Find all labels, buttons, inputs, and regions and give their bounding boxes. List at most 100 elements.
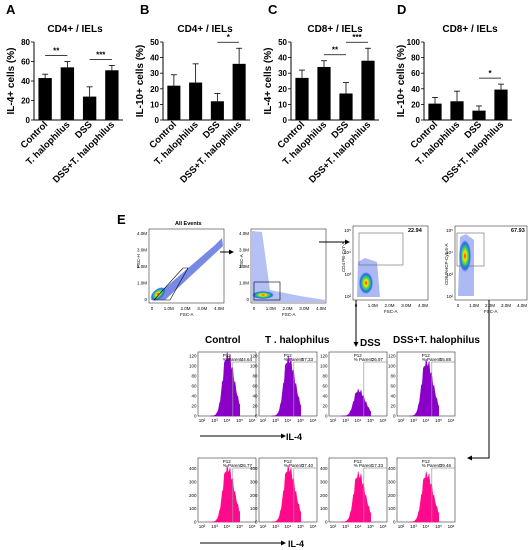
y-tick-label: 300 — [189, 480, 197, 485]
y-tick-label: 40 — [278, 54, 287, 63]
parent-percent: 39.46 — [440, 463, 452, 468]
y-axis-label: IL-4+ cells (%) — [6, 48, 17, 115]
x-tick-label: 10² — [199, 524, 206, 529]
arrow-head — [467, 455, 472, 461]
y-tick-label: 4.0M — [239, 231, 249, 236]
histogram: P12% Parent:37.40 0 100 200 300 400 10² 10³ 10⁴ 1… — [250, 457, 318, 529]
y-tick-label: 0 — [393, 520, 396, 525]
parent-label: % Parent: — [354, 463, 374, 468]
y-tick-label: 100 — [407, 38, 421, 47]
arrow-head — [281, 433, 286, 439]
x-tick-label: 10⁶ — [249, 418, 256, 423]
density-core — [150, 287, 166, 301]
y-tick-label: 60 — [21, 58, 30, 67]
y-tick-label: 0 — [325, 520, 328, 525]
y-tick-label: 80 — [21, 38, 30, 47]
gate-name: P12 — [354, 459, 363, 464]
y-tick-label: 0 — [283, 116, 288, 125]
y-tick-label: 20 — [390, 404, 396, 409]
x-tick-label: 10³ — [272, 524, 279, 529]
y-tick-label: 20 — [252, 404, 258, 409]
y-tick-label: 40 — [21, 77, 30, 86]
y-tick-label: 4.0M — [137, 231, 147, 236]
y-tick-label: 300 — [388, 480, 396, 485]
y-tick-label: 80 — [411, 54, 420, 63]
histogram: P12% Parent:26.97 0 20 40 60 80 100 120 10² 10³ 10… — [320, 351, 388, 423]
gate-box — [456, 232, 485, 267]
significance-label: *** — [352, 33, 362, 42]
y-tick-label: 0 — [194, 520, 197, 525]
significance-label: * — [227, 33, 231, 42]
axis-label: IL-4 — [286, 432, 302, 442]
significance-label: ** — [332, 46, 339, 55]
x-tick-label: 10³ — [272, 418, 279, 423]
x-axis-label: FSC-A — [384, 309, 398, 314]
y-axis-label: CD8 PerCP-Cy5-5-A — [444, 243, 449, 285]
histogram: P12% Parent:39.46 0 100 200 300 400 10² 10³ 10⁴ 1… — [388, 457, 456, 529]
group-label: DSS+T. halophilus — [393, 335, 480, 346]
y-tick-label: 20 — [411, 100, 420, 109]
bar — [38, 78, 52, 120]
parent-percent: 17.33 — [372, 463, 384, 468]
y-tick-label: 1.0M — [239, 281, 249, 286]
bar — [295, 77, 309, 120]
chart-title: CD8+ / IELs — [307, 24, 363, 35]
y-tick-label: 40 — [411, 85, 420, 94]
x-tick-label: 10⁵ — [297, 524, 304, 529]
parent-percent: 37.40 — [302, 463, 314, 468]
panel-label: D — [397, 2, 406, 17]
x-tick-label: 1.0M — [266, 306, 276, 311]
x-tick-label: 10³ — [410, 418, 417, 423]
y-axis-label: SSC-A — [239, 254, 244, 268]
y-tick-label: 0 — [255, 520, 258, 525]
parent-percent: 26.77 — [241, 463, 253, 468]
y-axis-label: IL-10+ cells (%) — [396, 45, 407, 118]
x-tick-label: 10³ — [342, 418, 349, 423]
x-tick-label: 3.0M — [197, 306, 207, 311]
y-tick-label: 3.0M — [239, 248, 249, 253]
bar — [472, 110, 486, 120]
x-tick-label: 10⁶ — [310, 524, 317, 529]
x-tick-label: 4.0M — [316, 306, 326, 311]
x-tick-label: 0 — [457, 303, 460, 308]
panel-B: B CD4+ / IELs IL-10+ cells (%) 0 10 20 30 40 50… — [135, 2, 250, 186]
x-tick-label: 10⁴ — [355, 524, 362, 529]
parent-label: % Parent: — [223, 357, 243, 362]
bar — [428, 103, 442, 120]
gate-name: P12 — [354, 353, 363, 358]
y-tick-label: 400 — [388, 466, 396, 471]
y-tick-label: 100 — [189, 506, 197, 511]
x-tick-label: 10⁶ — [448, 418, 455, 423]
gate-name: P12 — [422, 353, 431, 358]
parent-percent: 26.97 — [372, 357, 384, 362]
y-tick-label: 10² — [344, 294, 351, 299]
x-tick-label: 10⁶ — [249, 524, 256, 529]
bar — [317, 66, 331, 120]
y-tick-label: 60 — [411, 69, 420, 78]
y-tick-label: 100 — [320, 506, 328, 511]
density-core — [252, 291, 274, 299]
x-tick-label: 10⁵ — [435, 418, 442, 423]
dot-plot-cd4: 22.94 CD4 PE-Cy7-A FSC-A 01.0M2.0M3.0M4.… — [341, 225, 429, 314]
gate-polygon — [153, 267, 189, 301]
y-tick-label: 50 — [150, 38, 159, 47]
arrow-head — [345, 239, 350, 245]
y-tick-label: 10⁴ — [344, 250, 351, 255]
parent-label: % Parent: — [223, 463, 243, 468]
chart-title: CD4+ / IELs — [47, 24, 103, 35]
gate-name: P12 — [223, 353, 232, 358]
x-tick-label: 1.0M — [164, 306, 174, 311]
y-tick-label: 20 — [150, 85, 159, 94]
y-tick-label: 100 — [189, 364, 197, 369]
x-tick-label: 10⁴ — [423, 418, 430, 423]
panel-label: C — [268, 2, 278, 17]
gate-percent: 67.93 — [511, 228, 525, 234]
dot-plot-all-events: All Events FSC-H FSC-A 0 1.0M 2.0M 3.0M 4.0M… — [136, 221, 225, 317]
y-tick-label: 100 — [250, 364, 258, 369]
y-tick-label: 10² — [446, 294, 453, 299]
axis-label: IL-4 — [288, 539, 304, 549]
x-tick-label: 10³ — [410, 524, 417, 529]
x-tick-label: 10⁵ — [236, 524, 243, 529]
y-tick-label: 200 — [189, 493, 197, 498]
x-axis-label: FSC-A — [180, 312, 194, 317]
